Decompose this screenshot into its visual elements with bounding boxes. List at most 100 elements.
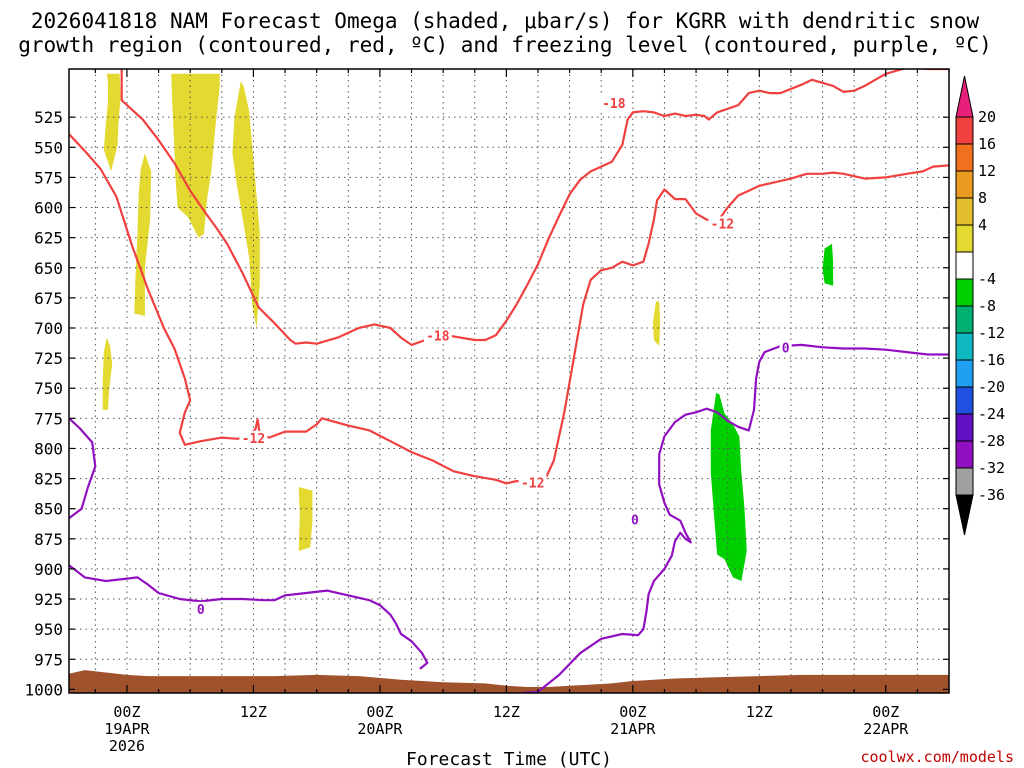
y-tick-label-675: 675 [34, 289, 63, 308]
plot-frame [68, 68, 950, 694]
colorbar-box-14 [955, 467, 974, 496]
y-tick-label-950: 950 [34, 620, 63, 639]
y-tick-label-700: 700 [34, 319, 63, 338]
y-tick-label-600: 600 [34, 199, 63, 218]
contour-label-bg-7 [628, 512, 641, 527]
chart-title-line-2: growth region (contoured, red, ºC) and f… [18, 33, 992, 57]
omega-positive-patch-4 [102, 337, 113, 410]
omega-negative-patch-1 [822, 243, 834, 286]
freezing-contour-1 [69, 564, 429, 670]
y-tick-label-575: 575 [34, 168, 63, 187]
y-tick-label-750: 750 [34, 379, 63, 398]
contour-label-6: 0 [197, 603, 205, 618]
contour-label-7: 0 [631, 514, 639, 529]
colorbar-box-1 [955, 116, 974, 145]
credit-text: coolwx.com/models [860, 748, 1014, 766]
freezing-contour-0 [69, 417, 97, 520]
colorbar-label-4: 4 [978, 216, 987, 234]
colorbar: 20 16 12 8 4 -4 -8 -12 -16 -20 -24 -28 -32 -36 [955, 75, 1005, 536]
x-tick-date-72: 22APR [863, 720, 909, 738]
colorbar-label-12: -32 [978, 459, 1005, 477]
x-tick-label-0: 00Z [113, 703, 140, 721]
x-tick-label-48: 00Z [619, 703, 646, 721]
colorbar-label-1: 16 [978, 135, 996, 153]
omega-positive-shading [102, 73, 661, 551]
colorbar-box-10 [955, 359, 974, 388]
colorbar-label-7: -12 [978, 324, 1005, 342]
x-tick-label-24: 00Z [366, 703, 393, 721]
contour-label-bg-2 [239, 430, 268, 445]
ground-fill [69, 670, 949, 693]
colorbar-box-3 [955, 170, 974, 199]
y-tick-label-625: 625 [34, 229, 63, 248]
contour-label-bg-4 [708, 216, 737, 231]
y-tick-label-550: 550 [34, 138, 63, 157]
contour-label-bg-3 [518, 475, 547, 490]
colorbar-box-4 [955, 197, 974, 226]
x-tick-label-12: 12Z [240, 703, 267, 721]
colorbar-label-6: -8 [978, 297, 996, 315]
y-tick-label-725: 725 [34, 349, 63, 368]
colorbar-label-9: -20 [978, 378, 1005, 396]
x-tick-date-0: 19APR [104, 720, 150, 738]
colorbar-label-8: -16 [978, 351, 1005, 369]
contour-label-0: -18 [602, 97, 626, 112]
x-tick-label-72: 00Z [872, 703, 899, 721]
colorbar-box-12 [955, 413, 974, 442]
omega-positive-patch-6 [652, 301, 661, 347]
y-tick-label-525: 525 [34, 108, 63, 127]
dgz-contour-1 [120, 69, 949, 346]
colorbar-box-6 [955, 251, 974, 280]
x-axis-title: Forecast Time (UTC) [406, 749, 612, 768]
contour-label-2: -12 [242, 432, 265, 447]
omega-negative-patch-0 [710, 393, 747, 581]
contour-label-5: 0 [782, 341, 790, 356]
contour-label-bg-0 [599, 95, 628, 110]
y-tick-label-825: 825 [34, 470, 63, 489]
omega-positive-patch-3 [232, 81, 260, 328]
y-tick-label-650: 650 [34, 259, 63, 278]
y-tick-label-850: 850 [34, 500, 63, 519]
colorbar-label-11: -28 [978, 432, 1005, 450]
colorbar-label-13: -36 [978, 486, 1005, 504]
omega-positive-patch-1 [134, 153, 152, 316]
plot-area-background [69, 69, 949, 693]
x-tick-label-36: 12Z [493, 703, 520, 721]
x-tick-date-48: 21APR [610, 720, 656, 738]
colorbar-label-3: 8 [978, 189, 987, 207]
colorbar-box-2 [955, 143, 974, 172]
omega-positive-patch-2 [171, 73, 220, 238]
contour-label-4: -12 [711, 217, 734, 232]
colorbar-box-7 [955, 278, 974, 307]
x-tick-label-60: 12Z [746, 703, 773, 721]
colorbar-box-13 [955, 440, 974, 469]
contour-labels: -18 -18 -12 -12 -12 0 0 0 [194, 95, 792, 618]
omega-positive-patch-5 [298, 487, 313, 551]
colorbar-box-11 [955, 386, 974, 415]
freezing-level-contours [69, 343, 949, 693]
colorbar-top-arrow [955, 75, 974, 118]
y-tick-label-800: 800 [34, 439, 63, 458]
x-tick-year-0: 2026 [109, 737, 145, 755]
y-tick-label-900: 900 [34, 560, 63, 579]
y-tick-label-1000: 1000 [24, 680, 63, 699]
contour-label-bg-5 [779, 340, 792, 355]
omega-negative-shading [710, 243, 834, 581]
colorbar-label-0: 20 [978, 108, 996, 126]
colorbar-label-10: -24 [978, 405, 1005, 423]
y-tick-label-925: 925 [34, 590, 63, 609]
colorbar-box-8 [955, 305, 974, 334]
ground-surface [69, 670, 949, 693]
freezing-contour-2 [522, 343, 949, 693]
gridlines [69, 69, 949, 693]
y-tick-label-875: 875 [34, 530, 63, 549]
y-tick-label-775: 775 [34, 409, 63, 428]
contour-label-1: -18 [426, 329, 450, 344]
chart-title-line-1: 2026041818 NAM Forecast Omega (shaded, μ… [31, 9, 980, 33]
colorbar-label-2: 12 [978, 162, 996, 180]
y-tick-label-975: 975 [34, 650, 63, 669]
contour-label-bg-1 [423, 328, 452, 343]
contour-label-bg-6 [194, 601, 207, 616]
